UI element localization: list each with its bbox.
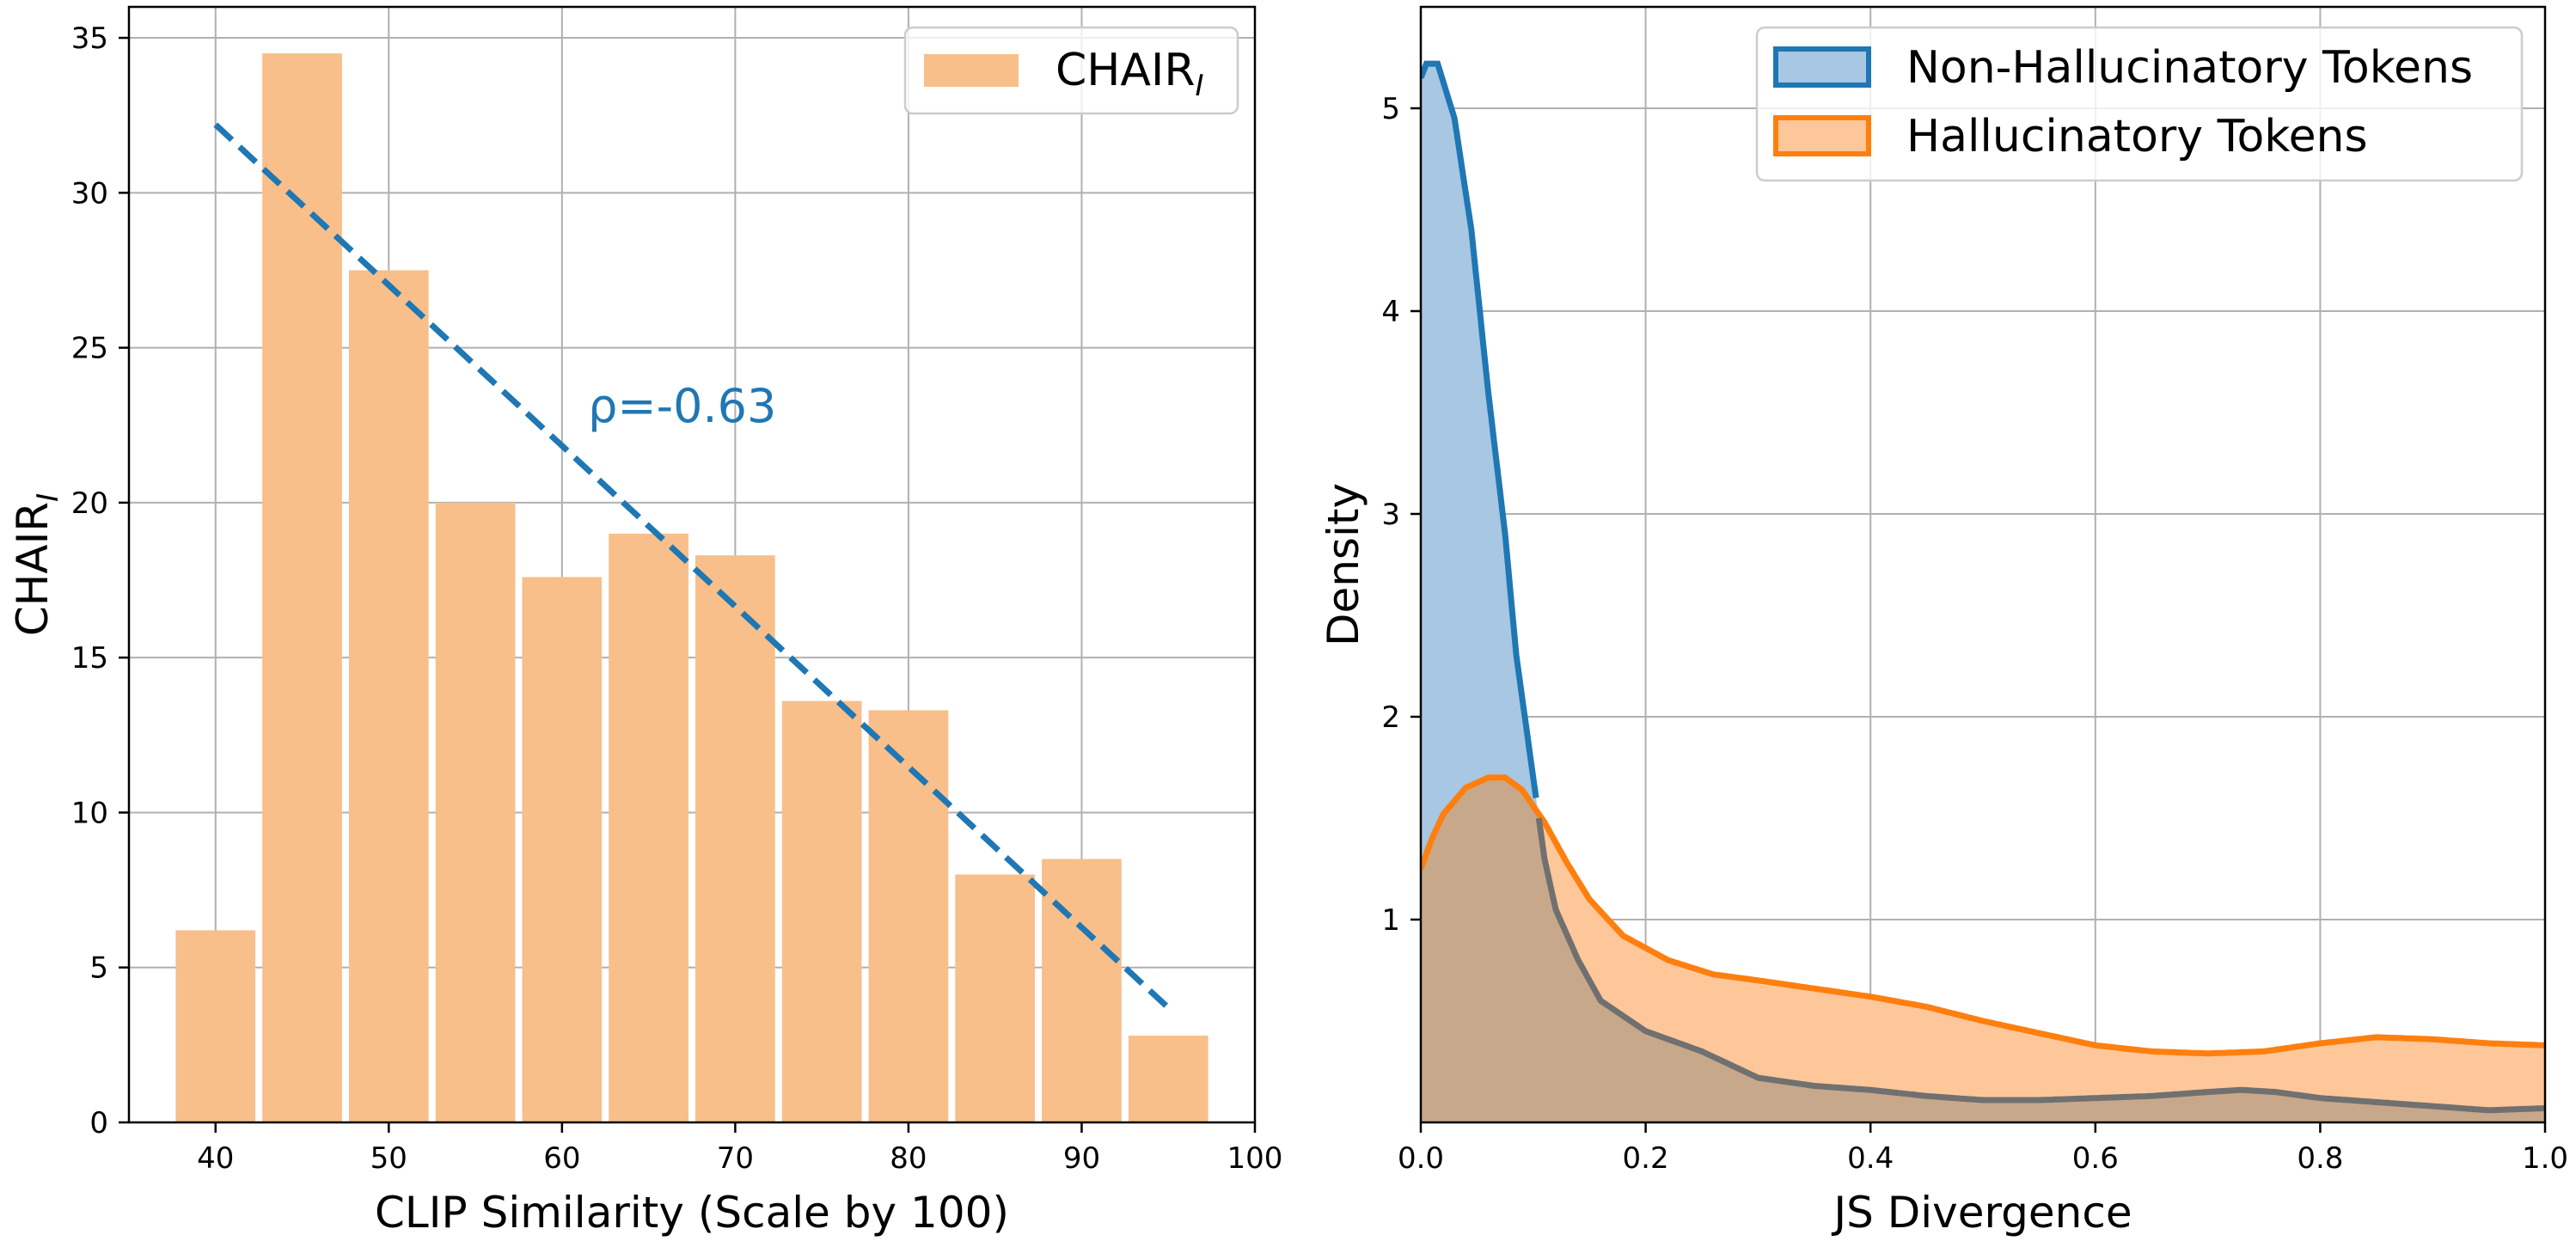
left-x-tick-label: 40: [197, 1141, 234, 1176]
hallucinatory-curve: [1421, 774, 2545, 1057]
left-x-ticks: 40 50 60 70 80 90 100: [197, 1122, 1282, 1176]
right-plot-frame: [1419, 5, 2547, 1124]
right-y-tick-label: 4: [1381, 295, 1400, 329]
left-chart: ρ=-0.63 40 50 60 70 80 90 100 0 5 10 15 20 25 30 35 C…: [8, 5, 1282, 1238]
left-x-tick-label: 100: [1227, 1141, 1283, 1176]
legend-non-hallucinatory-swatch: [1773, 46, 1871, 88]
left-y-tick-label: 0: [89, 1106, 108, 1140]
right-x-tick-label: 0.8: [2297, 1141, 2343, 1176]
left-legend-box: [903, 26, 1239, 115]
left-y-tick-label: 5: [89, 951, 108, 986]
left-legend: CHAIRI: [903, 26, 1239, 115]
right-y-axis-label: Density: [1319, 483, 1368, 646]
legend-chair-main: CHAIR: [1055, 45, 1195, 96]
right-x-axis-label: JS Divergence: [1831, 1188, 2132, 1238]
legend-non-hallucinatory-label: Non-Hallucinatory Tokens: [1906, 42, 2473, 94]
overlap-area: [1421, 777, 2545, 1122]
right-y-tick-label: 1: [1381, 903, 1400, 938]
hallucinatory-area: [1421, 777, 2545, 1122]
right-legend: Non-Hallucinatory Tokens Hallucinatory T…: [1755, 26, 2524, 182]
bar: [781, 700, 862, 1122]
bar: [695, 555, 775, 1122]
left-y-axis-label-main: CHAIR: [8, 502, 58, 636]
bar: [262, 53, 342, 1122]
right-y-tick-label: 5: [1381, 92, 1400, 126]
left-y-tick-label: 25: [71, 332, 108, 366]
legend-chair-label: CHAIRI: [1055, 45, 1203, 103]
bar: [868, 710, 949, 1122]
right-chart: 0.0 0.2 0.4 0.6 0.8 1.0 1 2 3 4 5 JS Divergence D…: [1319, 5, 2568, 1238]
right-y-tick-label: 3: [1381, 498, 1400, 532]
left-y-axis-label-sub: I: [31, 493, 65, 502]
left-x-tick-label: 80: [890, 1141, 927, 1176]
right-x-tick-label: 0.4: [1847, 1141, 1894, 1176]
left-y-tick-label: 15: [71, 641, 108, 676]
left-y-tick-label: 35: [71, 21, 108, 56]
right-y-ticks: 1 2 3 4 5: [1381, 92, 1421, 938]
right-legend-box: [1755, 26, 2524, 182]
left-y-axis-label: CHAIRI: [8, 493, 65, 636]
legend-hallucinatory-swatch: [1773, 115, 1871, 156]
left-y-tick-label: 20: [71, 486, 108, 521]
left-x-tick-label: 60: [543, 1141, 580, 1176]
bar-series: [175, 53, 1208, 1122]
right-x-tick-label: 0.2: [1623, 1141, 1669, 1176]
bar: [1128, 1036, 1208, 1122]
left-y-tick-label: 10: [71, 796, 108, 830]
right-x-tick-label: 0.0: [1398, 1141, 1444, 1176]
bar: [348, 270, 429, 1122]
right-x-tick-label: 1.0: [2522, 1141, 2568, 1176]
bar: [435, 502, 516, 1122]
right-y-tick-label: 2: [1381, 700, 1400, 735]
bar: [955, 874, 1036, 1122]
legend-chair-sub: I: [1195, 69, 1203, 103]
trend-line: [213, 122, 1171, 1011]
right-x-tick-label: 0.6: [2072, 1141, 2119, 1176]
left-x-axis-label: CLIP Similarity (Scale by 100): [375, 1188, 1009, 1238]
left-x-tick-label: 70: [717, 1141, 754, 1176]
correlation-annotation: ρ=-0.63: [588, 379, 776, 433]
bar: [1042, 859, 1122, 1122]
bar: [522, 577, 603, 1122]
non-hallucinatory-curve: [1421, 60, 1539, 798]
bar: [175, 930, 256, 1122]
bar: [609, 533, 688, 1122]
left-x-tick-label: 50: [370, 1141, 407, 1176]
right-x-ticks: 0.0 0.2 0.4 0.6 0.8 1.0: [1398, 1122, 2568, 1176]
legend-bar-swatch: [924, 54, 1019, 87]
density-areas: [1421, 60, 2545, 1122]
left-y-tick-label: 30: [71, 176, 108, 211]
left-x-tick-label: 90: [1063, 1141, 1100, 1176]
legend-hallucinatory-label: Hallucinatory Tokens: [1906, 111, 2368, 162]
non-hallucinatory-curve-occluded: [1535, 817, 2545, 1114]
left-y-ticks: 0 5 10 15 20 25 30 35: [71, 21, 129, 1140]
left-plot-frame: [127, 5, 1257, 1124]
